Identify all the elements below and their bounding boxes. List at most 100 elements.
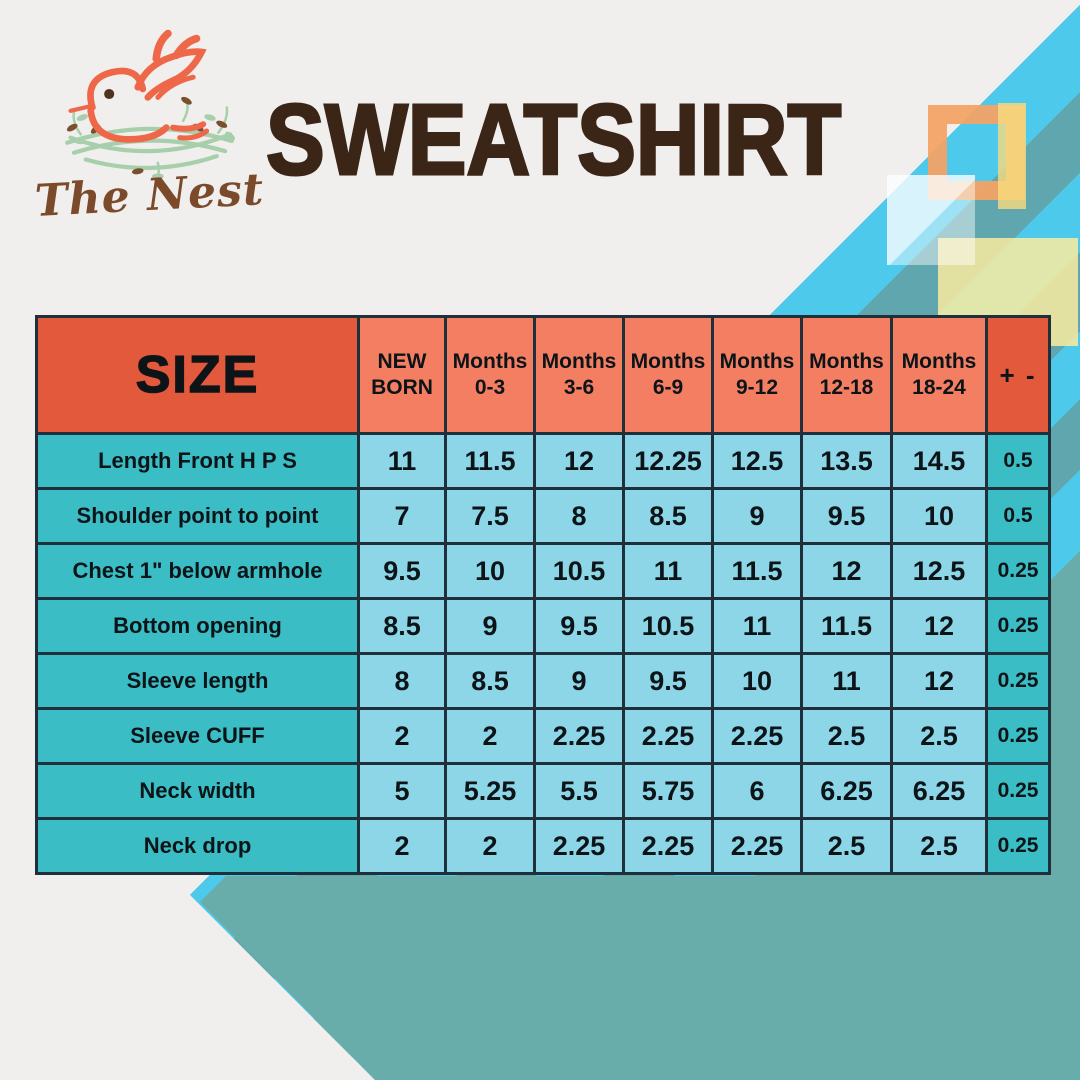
measurement-label: Neck drop	[35, 817, 360, 875]
measurement-value: 8	[357, 652, 447, 710]
measurement-value: 8.5	[622, 487, 714, 545]
measurement-value: 11	[622, 542, 714, 600]
measurement-value: 2.25	[533, 707, 625, 765]
table-row: Length Front H P S 11 11.5 12 12.25 12.5 13.5 1…	[35, 432, 1051, 490]
measurement-value: 8.5	[444, 652, 536, 710]
measurement-label: Neck width	[35, 762, 360, 820]
age-column-line1: Months	[809, 349, 884, 373]
measurement-value: 2.25	[622, 817, 714, 875]
measurement-value: 11	[800, 652, 893, 710]
page-title: SWEATSHIRT	[265, 84, 843, 196]
age-column-header: Months 18-24	[890, 315, 988, 435]
measurement-label: Sleeve length	[35, 652, 360, 710]
measurement-value: 11.5	[711, 542, 803, 600]
measurement-value: 9.5	[622, 652, 714, 710]
measurement-value: 11	[711, 597, 803, 655]
size-corner-header: SIZE	[35, 315, 360, 435]
measurement-value: 2.25	[711, 707, 803, 765]
measurement-value: 12.5	[890, 542, 988, 600]
measurement-value: 5.5	[533, 762, 625, 820]
measurement-value: 2	[357, 707, 447, 765]
measurement-value: 9.5	[357, 542, 447, 600]
measurement-value: 9	[444, 597, 536, 655]
bird-nest-logo-icon	[65, 29, 236, 178]
measurement-value: 12	[800, 542, 893, 600]
measurement-value: 2	[444, 817, 536, 875]
measurement-value: 2	[444, 707, 536, 765]
tolerance-value: 0.25	[985, 597, 1051, 655]
yellow-square-small-decoration	[998, 103, 1026, 209]
white-translucent-square-decoration	[887, 175, 975, 265]
age-column-line2: 6-9	[652, 376, 684, 399]
age-column-line2: 12-18	[819, 376, 874, 399]
table-row: Neck drop 2 2 2.25 2.25 2.25 2.5 2.5 0.25	[35, 817, 1051, 875]
age-column-header: Months 0-3	[444, 315, 536, 435]
measurement-value: 7	[357, 487, 447, 545]
tolerance-header: + -	[985, 315, 1051, 435]
measurement-value: 12	[890, 597, 988, 655]
table-row: Sleeve length 8 8.5 9 9.5 10 11 12 0.25	[35, 652, 1051, 710]
size-chart-table: SIZE NEW BORN Months 0-3 Months 3-6 Months 6-9 Mo…	[35, 315, 1051, 875]
measurement-label: Bottom opening	[35, 597, 360, 655]
measurement-value: 5.25	[444, 762, 536, 820]
age-column-line1: Months	[541, 349, 617, 373]
table-header: SIZE NEW BORN Months 0-3 Months 3-6 Months 6-9 Mo…	[35, 315, 1051, 435]
measurement-label: Sleeve CUFF	[35, 707, 360, 765]
measurement-value: 2.5	[800, 817, 893, 875]
age-column-line2: BORN	[371, 376, 433, 399]
measurement-label: Chest 1" below armhole	[35, 542, 360, 600]
age-column-header: Months 6-9	[622, 315, 714, 435]
tolerance-value: 0.25	[985, 652, 1051, 710]
measurement-value: 12.25	[622, 432, 714, 490]
measurement-value: 2.25	[711, 817, 803, 875]
measurement-value: 2	[357, 817, 447, 875]
tolerance-value: 0.25	[985, 762, 1051, 820]
measurement-label: Length Front H P S	[35, 432, 360, 490]
header-row: SIZE NEW BORN Months 0-3 Months 3-6 Months 6-9 Mo…	[35, 315, 1051, 435]
table-row: Neck width 5 5.25 5.5 5.75 6 6.25 6.25 0.25	[35, 762, 1051, 820]
measurement-value: 9.5	[800, 487, 893, 545]
measurement-value: 6.25	[890, 762, 988, 820]
measurement-value: 10.5	[622, 597, 714, 655]
measurement-value: 9	[533, 652, 625, 710]
measurement-value: 9.5	[533, 597, 625, 655]
brand-name-script: The Nest	[33, 164, 266, 227]
measurement-value: 11.5	[444, 432, 536, 490]
measurement-value: 12	[533, 432, 625, 490]
measurement-value: 5.75	[622, 762, 714, 820]
measurement-value: 2.5	[800, 707, 893, 765]
measurement-value: 12.5	[711, 432, 803, 490]
age-column-line2: 0-3	[474, 376, 506, 399]
measurement-value: 5	[357, 762, 447, 820]
measurement-value: 10	[444, 542, 536, 600]
measurement-value: 2.5	[890, 707, 988, 765]
tolerance-value: 0.25	[985, 817, 1051, 875]
measurement-value: 2.5	[890, 817, 988, 875]
tolerance-value: 0.25	[985, 707, 1051, 765]
age-column-line1: NEW	[377, 349, 427, 373]
age-column-line1: Months	[452, 349, 528, 373]
age-column-line1: Months	[630, 349, 706, 373]
measurement-value: 7.5	[444, 487, 536, 545]
measurement-value: 11	[357, 432, 447, 490]
measurement-value: 6	[711, 762, 803, 820]
table-row: Sleeve CUFF 2 2 2.25 2.25 2.25 2.5 2.5 0.25	[35, 707, 1051, 765]
tolerance-value: 0.5	[985, 487, 1051, 545]
measurement-value: 10.5	[533, 542, 625, 600]
table-body: Length Front H P S 11 11.5 12 12.25 12.5 13.5 1…	[35, 432, 1051, 875]
measurement-label: Shoulder point to point	[35, 487, 360, 545]
age-column-line2: 18-24	[912, 376, 966, 399]
age-column-header: Months 3-6	[533, 315, 625, 435]
measurement-value: 2.25	[622, 707, 714, 765]
measurement-value: 12	[890, 652, 988, 710]
measurement-value: 2.25	[533, 817, 625, 875]
age-column-header: NEW BORN	[357, 315, 447, 435]
measurement-value: 13.5	[800, 432, 893, 490]
measurement-value: 14.5	[890, 432, 988, 490]
measurement-value: 8	[533, 487, 625, 545]
tolerance-value: 0.5	[985, 432, 1051, 490]
measurement-value: 9	[711, 487, 803, 545]
measurement-value: 10	[711, 652, 803, 710]
measurement-value: 6.25	[800, 762, 893, 820]
